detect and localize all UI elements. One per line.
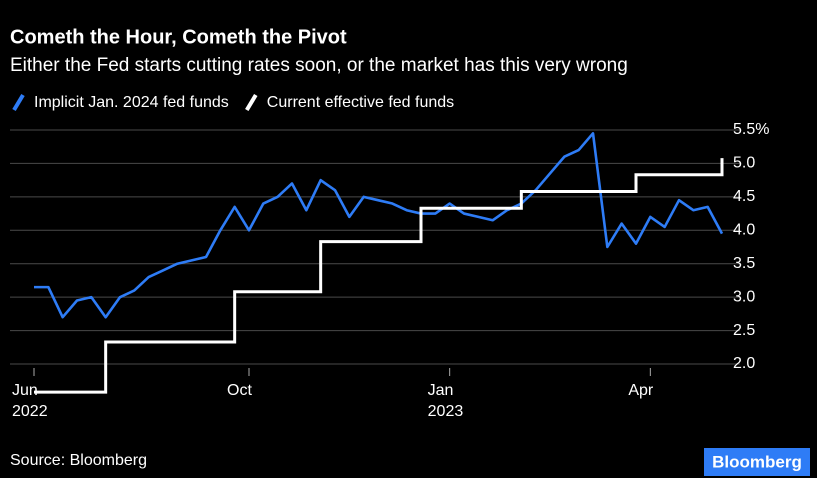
y-tick-label: 3.5 [733,255,755,272]
series-line [34,132,724,319]
y-tick-label: 5.0 [733,155,755,172]
chart-subtitle: Either the Fed starts cutting rates soon… [10,55,628,76]
x-tick-label: Jun 2022 [12,382,48,420]
legend-label: Current effective fed funds [267,94,454,111]
legend-label: Implicit Jan. 2024 fed funds [34,94,229,111]
series-line [34,158,724,394]
source: Source: Bloomberg [10,452,147,469]
x-tick-label: Oct [227,382,252,399]
logo-badge [704,448,810,476]
y-tick-label: 4.0 [733,222,755,239]
y-tick-label: 3.0 [733,288,755,305]
y-tick-label: 2.5 [733,322,755,339]
y-tick-label: 5.5% [733,121,769,138]
legend-swatch [245,93,258,112]
y-tick-label: 4.5 [733,188,755,205]
y-tick-label: 2.0 [733,355,755,372]
x-tick-label: Jan 2023 [428,382,464,420]
x-tick-label: Apr [628,382,654,399]
legend-swatch [12,93,25,112]
chart-title: Cometh the Hour, Cometh the Pivot [10,26,347,48]
logo: Bloomberg [712,452,802,471]
